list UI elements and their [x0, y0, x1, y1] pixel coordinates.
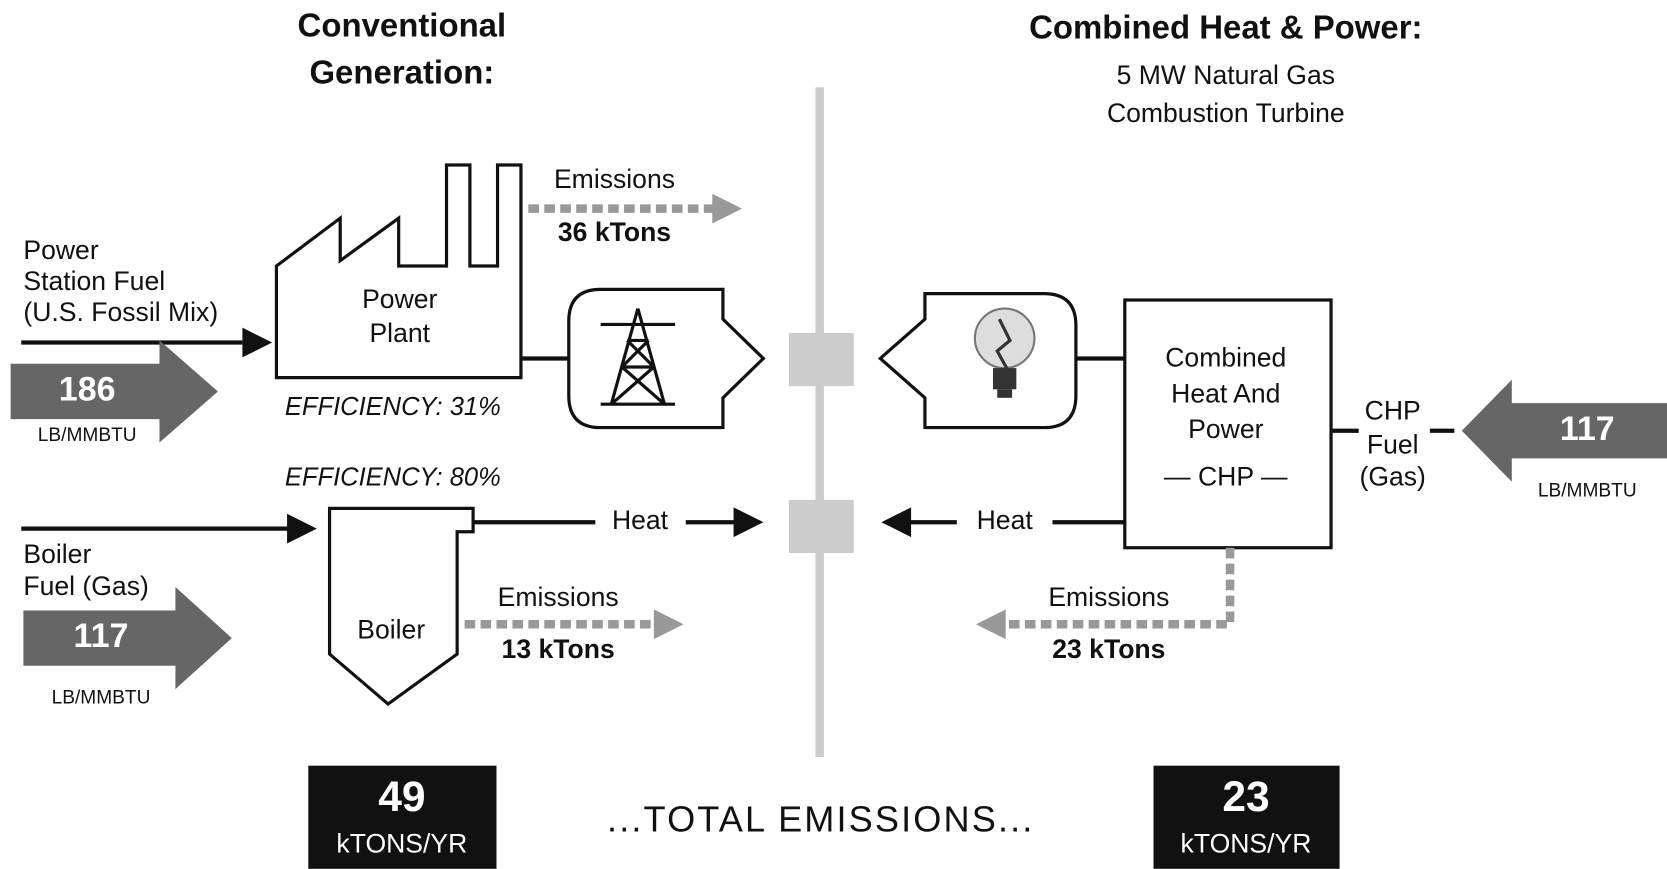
bulb-icon — [973, 307, 1036, 398]
total-label: ...TOTAL EMISSIONS... — [607, 799, 1034, 840]
label: Power — [362, 284, 437, 314]
power-plant — [274, 163, 523, 380]
label: Boiler — [23, 539, 91, 569]
arrowhead — [242, 327, 273, 358]
unit: kTONS/YR — [1181, 828, 1312, 858]
label: Emissions — [1048, 582, 1169, 612]
label: Plant — [369, 318, 430, 348]
title: Generation: — [309, 53, 494, 90]
fuel-arrow — [23, 587, 232, 690]
label: Combined — [1165, 343, 1286, 373]
junction — [788, 332, 854, 387]
emissions-value: 23 kTons — [1052, 634, 1165, 664]
emissions-value: 36 kTons — [558, 217, 671, 247]
boiler — [327, 506, 475, 707]
unit: LB/MMBTU — [38, 425, 137, 446]
label: Emissions — [498, 582, 619, 612]
label: Heat — [612, 505, 669, 535]
subtitle: Combustion Turbine — [1107, 98, 1345, 128]
arrowhead — [712, 193, 743, 224]
chp-box — [1123, 298, 1333, 550]
label: (U.S. Fossil Mix) — [23, 297, 218, 327]
unit: LB/MMBTU — [1538, 480, 1637, 501]
arrowhead — [733, 507, 764, 538]
grid-box — [567, 287, 766, 430]
total-box — [308, 765, 497, 869]
arrowhead — [653, 609, 684, 640]
label: (Gas) — [1360, 462, 1426, 492]
arrowhead — [881, 507, 912, 538]
emissions-value: 13 kTons — [502, 634, 615, 664]
subtitle: 5 MW Natural Gas — [1117, 60, 1335, 90]
label: Fuel — [1367, 430, 1419, 460]
label: Fuel (Gas) — [23, 571, 148, 601]
label: Emissions — [554, 164, 675, 194]
title: Combined Heat & Power: — [1029, 9, 1422, 46]
total-box — [1153, 765, 1340, 869]
fuel-arrow — [10, 340, 218, 443]
label: — CHP — — [1164, 462, 1288, 492]
unit: kTONS/YR — [336, 828, 467, 858]
title: Conventional — [298, 7, 507, 44]
tower-icon — [600, 308, 676, 406]
fuel-value: 117 — [1560, 410, 1615, 448]
label: CHP — [1365, 396, 1421, 426]
arrowhead — [287, 513, 317, 544]
total-value: 23 — [1222, 774, 1269, 821]
label: Power — [1188, 414, 1263, 444]
fuel-arrow — [1461, 379, 1667, 482]
junction — [788, 499, 854, 554]
label: Heat And — [1171, 379, 1280, 409]
fuel-value: 117 — [74, 617, 129, 655]
label: Power — [23, 235, 98, 265]
arrowhead — [975, 609, 1006, 640]
emissions-arrow — [1003, 547, 1235, 629]
unit: LB/MMBTU — [52, 688, 151, 709]
efficiency: EFFICIENCY: 80% — [285, 463, 501, 491]
power-box — [877, 292, 1078, 430]
total-value: 49 — [378, 774, 425, 821]
label: Station Fuel — [23, 266, 165, 296]
label: Boiler — [357, 615, 425, 645]
efficiency: EFFICIENCY: 31% — [285, 393, 501, 421]
fuel-value: 186 — [59, 370, 116, 408]
label: Heat — [977, 505, 1034, 535]
